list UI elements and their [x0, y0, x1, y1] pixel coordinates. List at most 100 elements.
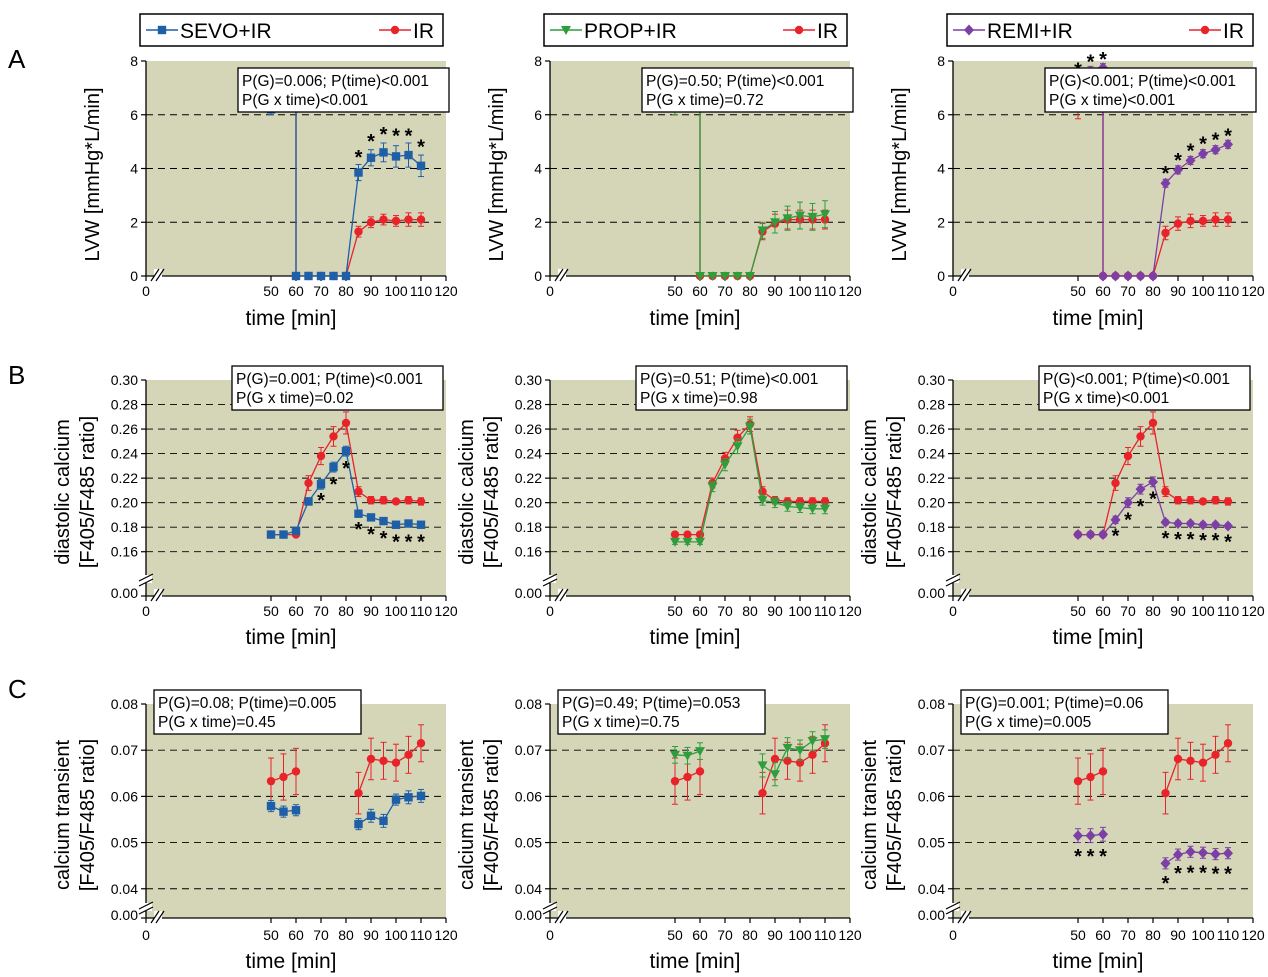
data-point	[266, 776, 276, 786]
x-tick-label: 60	[288, 283, 304, 299]
axis-break-gap	[558, 589, 566, 601]
axis-break-gap	[961, 269, 969, 281]
x-tick-label: 120	[1241, 603, 1265, 619]
chart-C3: 0.04 0.05 0.06 0.07 0.08 0.000 50 60 70 80 90 100 11…	[859, 689, 1265, 973]
stats-box: P(G)=0.001; P(time)=0.06 P(G x time)=0.00…	[960, 689, 1169, 735]
y-tick-label: 0.05	[515, 835, 542, 851]
data-point	[1173, 496, 1183, 505]
x-tick-label: 120	[1241, 927, 1265, 943]
y-tick-label: 0.16	[111, 544, 138, 560]
y-tick-label: 0.18	[918, 519, 945, 535]
data-point	[670, 776, 680, 786]
y-tick-label: 0.07	[111, 742, 138, 758]
data-point	[783, 756, 792, 766]
data-point	[1111, 478, 1120, 488]
y-tick-label: 0.26	[111, 421, 138, 437]
data-point	[670, 537, 680, 547]
axis-break	[962, 910, 972, 924]
legend-label-control: IR	[817, 20, 838, 43]
stats-line: P(G x time)=0.005	[965, 714, 1091, 731]
x-tick-label: 0	[142, 927, 150, 943]
legend-2: PROP+IR IR	[543, 13, 848, 47]
y-tick-label-zero: 0.00	[515, 585, 542, 601]
axis-break	[957, 910, 967, 924]
y-tick-label: 0.16	[515, 544, 542, 560]
significance-asterisk: *	[1212, 530, 1220, 552]
x-tick-label: 100	[384, 603, 408, 619]
series-remi-ir	[1073, 826, 1233, 870]
y-tick-label: 0.08	[918, 696, 945, 712]
x-tick-label: 70	[717, 603, 733, 619]
legend-3: REMI+IR IR	[946, 13, 1254, 47]
significance-asterisk: *	[367, 524, 375, 546]
x-tick-label: 80	[338, 603, 354, 619]
x-tick-label: 90	[1170, 283, 1186, 299]
x-tick-label: 60	[692, 603, 708, 619]
data-point	[354, 819, 363, 829]
x-tick-label: 100	[1191, 927, 1215, 943]
stats-line: P(G)=0.001; P(time)=0.06	[965, 695, 1143, 712]
x-tick-label: 70	[313, 603, 329, 619]
stats-box-frame	[153, 689, 362, 735]
data-point	[304, 478, 313, 488]
y-tick-label: 0.04	[515, 881, 542, 897]
axis-break	[138, 573, 154, 582]
x-tick-label: 0	[142, 283, 150, 299]
significance-asterisk: *	[330, 474, 338, 496]
x-axis-label: time [min]	[649, 307, 740, 330]
data-point	[1210, 848, 1221, 860]
y-tick-label: 0.06	[918, 788, 945, 804]
x-tick-label: 60	[288, 927, 304, 943]
stats-box-frame	[641, 67, 854, 113]
y-tick-label: 4	[534, 161, 542, 177]
stats-line: P(G)=0.08; P(time)=0.005	[158, 695, 336, 712]
data-point	[770, 754, 780, 764]
data-point	[683, 530, 692, 539]
significance-asterisk: *	[355, 519, 363, 541]
significance-asterisk: *	[1212, 864, 1220, 886]
stats-line: P(G x time)=0.72	[646, 92, 764, 109]
stats-box-frame	[557, 689, 766, 735]
legend-label-control: IR	[1223, 20, 1244, 43]
x-tick-label: 70	[1120, 603, 1136, 619]
significance-asterisk: *	[1187, 862, 1195, 884]
data-point	[354, 509, 363, 518]
chart-C2: 0.04 0.05 0.06 0.07 0.08 0.000 50 60 70 80 90 100 11…	[456, 689, 862, 973]
y-axis-label: diastolic calcium	[456, 419, 478, 565]
stats-line: P(G)=0.51; P(time)<0.001	[640, 371, 818, 388]
data-point	[1073, 830, 1083, 842]
legend-1: SEVO+IR IR	[139, 13, 444, 47]
data-point	[304, 497, 313, 506]
y-tick-label: 2	[937, 214, 945, 230]
data-point	[795, 211, 805, 221]
data-point	[266, 801, 276, 811]
data-point	[366, 496, 376, 505]
stats-box-frame	[1038, 365, 1251, 411]
data-point	[820, 210, 830, 220]
data-point	[695, 767, 705, 776]
x-tick-label: 70	[1120, 283, 1136, 299]
y-tick-label-zero: 0.00	[111, 585, 138, 601]
legend-label-treatment: REMI+IR	[987, 20, 1073, 43]
data-point	[391, 497, 401, 506]
data-point	[670, 750, 680, 760]
y-tick-label-zero: 0.00	[515, 907, 542, 923]
axis-break	[542, 906, 558, 915]
y-axis-label: [F405/F485 ratio]	[481, 739, 503, 891]
axis-break-gap	[947, 903, 959, 911]
axis-break	[155, 588, 165, 602]
data-point	[770, 218, 780, 228]
data-point	[379, 496, 388, 505]
significance-asterisk: *	[1224, 126, 1232, 148]
data-point	[1073, 776, 1083, 786]
data-point	[366, 754, 376, 764]
data-point	[1148, 270, 1158, 282]
data-point	[279, 530, 288, 539]
data-point	[695, 747, 705, 757]
data-point	[782, 743, 793, 753]
y-axis-label: [F405/F485 ratio]	[481, 416, 503, 568]
x-tick-label: 120	[838, 927, 862, 943]
x-tick-label: 80	[742, 927, 758, 943]
y-axis-label: calcium transient	[456, 740, 478, 891]
